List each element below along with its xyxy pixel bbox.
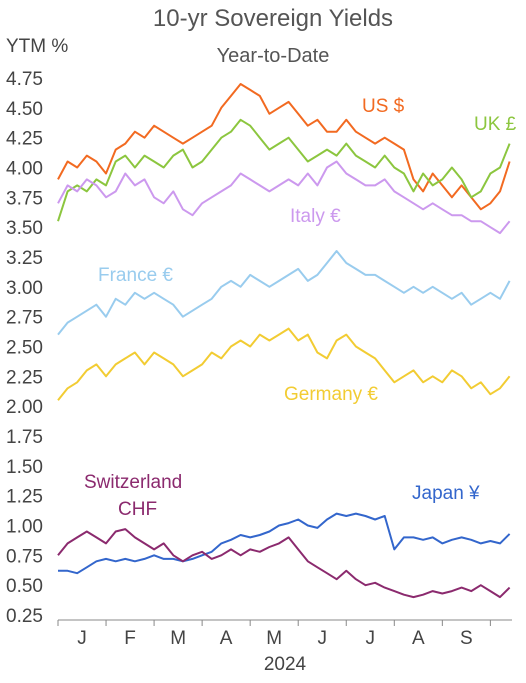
y-tick-label: 3.25 [6,248,43,269]
x-tick-label: M [170,628,186,649]
series-label-uk: UK £ [474,114,517,135]
y-tick-label: 4.75 [6,69,43,90]
series-line-uk [57,118,511,222]
x-tick-label: J [317,628,327,649]
series-label-us: US $ [362,96,405,117]
y-tick-label: 3.75 [6,188,43,209]
y-tick-label: 2.50 [6,338,43,359]
chart-subtitle: Year-to-Date [217,45,330,67]
x-tick-label: S [460,628,473,649]
series-line-japan [58,512,511,575]
y-tick-label: 3.50 [6,218,43,239]
y-tick-label: 0.75 [6,546,43,567]
x-axis-label: 2024 [264,654,307,675]
y-tick-label: 1.25 [6,487,43,508]
y-tick-label: 0.50 [6,576,43,597]
y-tick-label: 2.25 [6,367,43,388]
y-tick-labels: 4.75 4.50 4.25 4.00 3.75 3.50 3.25 3.00 2.75 2.50… [6,69,43,627]
y-tick-label: 2.00 [6,397,43,418]
series-label-japan: Japan ¥ [412,483,480,504]
series-line-france [57,250,511,336]
series-line-us [57,83,511,211]
series-label-switzerland-chf: Switzerland [84,472,182,493]
y-tick-label: 1.50 [6,457,43,478]
y-tick-label: 4.50 [6,99,43,120]
series-label-germany: Germany € [284,384,378,405]
y-tick-label: 4.25 [6,129,43,150]
x-tick-label: J [366,628,376,649]
y-tick-label: 1.75 [6,427,43,448]
y-tick-label: 2.75 [6,308,43,329]
x-tick-label: J [77,628,87,649]
y-tick-label: 4.00 [6,159,43,180]
series-label-italy: Italy € [290,206,341,227]
y-tick-label: 0.25 [6,606,43,627]
chart-title: 10-yr Sovereign Yields [153,5,393,32]
x-tick-label: A [220,628,233,649]
series-labels: US $ UK £ Italy € France € Germany € Japan ¥ S… [84,96,517,520]
series-line-switzerland-chf [57,528,511,599]
series-label-france: France € [98,265,173,286]
y-tick-label: 1.00 [6,517,43,538]
series-label-switzerland-chf: CHF [118,499,157,520]
x-tick-label: M [266,628,282,649]
x-tick-label: F [124,628,136,649]
y-tick-label: 3.00 [6,278,43,299]
y-axis-label: YTM % [6,36,68,57]
series-line-italy [57,160,511,235]
series-line-germany [57,327,511,401]
series-lines [57,83,511,599]
x-tick-label: A [412,628,425,649]
